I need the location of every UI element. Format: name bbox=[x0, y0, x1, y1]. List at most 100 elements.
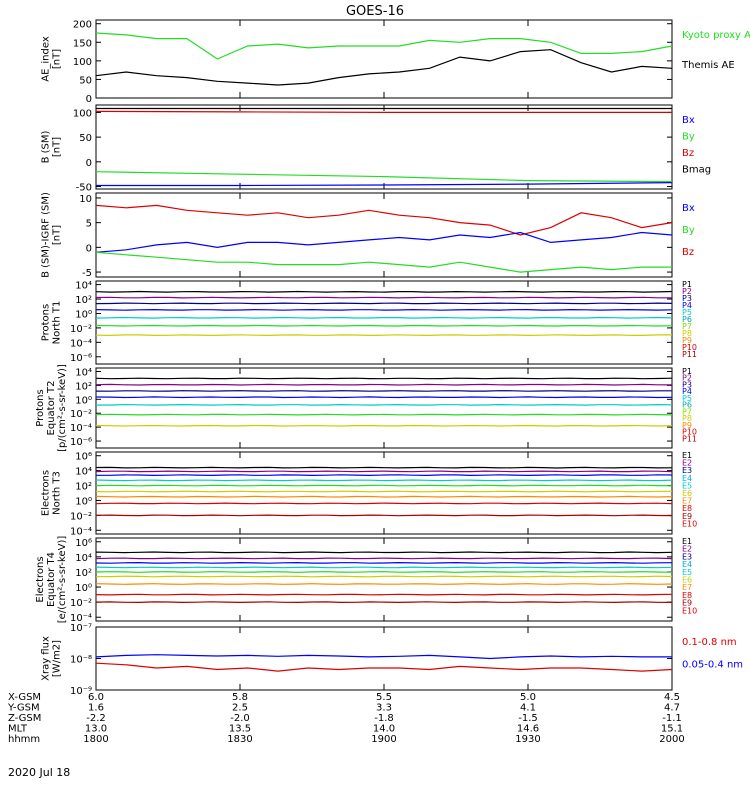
legend-entry: E2 bbox=[682, 459, 692, 468]
y-tick-label: 0 bbox=[86, 243, 92, 254]
y-axis-label: [W/m2] bbox=[52, 640, 63, 677]
y-tick-label: 10⁻² bbox=[70, 511, 92, 522]
series-line bbox=[95, 583, 673, 585]
y-axis-label: [nT] bbox=[52, 49, 63, 69]
footer-value: 14.6 bbox=[517, 724, 539, 735]
y-tick-label: 10⁻⁶ bbox=[70, 437, 92, 448]
y-tick-label: 150 bbox=[73, 38, 92, 49]
series-line bbox=[95, 324, 673, 327]
legend-entry: E7 bbox=[682, 583, 692, 592]
y-tick-label: 10⁻⁴ bbox=[70, 338, 92, 349]
legend-entry: P5 bbox=[682, 308, 692, 317]
y-axis-label: AE_index bbox=[41, 36, 52, 82]
y-tick-label: 10⁻² bbox=[70, 409, 92, 420]
legend-entry: By bbox=[682, 132, 695, 143]
legend-entry: E7 bbox=[682, 497, 692, 506]
series-line bbox=[95, 377, 673, 380]
y-tick-label: 100 bbox=[73, 108, 92, 119]
series-line bbox=[95, 557, 673, 560]
y-tick-label: 10² bbox=[75, 568, 92, 579]
footer-value: 14.0 bbox=[373, 724, 395, 735]
panel-frame bbox=[95, 626, 673, 691]
series-line bbox=[95, 334, 672, 337]
legend-entry: P7 bbox=[682, 322, 692, 331]
y-tick-label: 10 bbox=[79, 194, 92, 205]
legend-entry: P9 bbox=[682, 421, 692, 430]
legend-entry: Bz bbox=[682, 148, 694, 159]
panel-frame bbox=[95, 367, 673, 449]
panel-frame bbox=[95, 451, 673, 535]
footer-value: -2.2 bbox=[86, 713, 106, 724]
y-tick-label: 10⁻² bbox=[70, 598, 92, 609]
legend-entry: P9 bbox=[682, 336, 692, 345]
series-line bbox=[95, 403, 673, 406]
series-line bbox=[95, 32, 673, 60]
legend-entry: E8 bbox=[682, 591, 692, 600]
series-line bbox=[95, 308, 673, 311]
legend-entry: P8 bbox=[682, 414, 692, 423]
series-line bbox=[95, 470, 673, 473]
panel-4: 10⁴ 10² 10⁰ 10⁻² 10⁻⁴ 10⁻⁶ Protons North T1 P1P2… bbox=[41, 280, 697, 365]
footer-value: 5.0 bbox=[520, 692, 536, 703]
panel-frame bbox=[95, 192, 673, 278]
panel-frame bbox=[95, 537, 673, 622]
y-tick-label: 50 bbox=[79, 133, 92, 144]
y-axis-label: [nT] bbox=[52, 137, 63, 157]
legend-entry: P5 bbox=[682, 394, 692, 403]
footer-value: 13.5 bbox=[229, 724, 251, 735]
y-tick-label: 10⁴ bbox=[75, 467, 92, 478]
legend-entry: P10 bbox=[682, 343, 697, 352]
legend-entry: 0.1-0.8 nm bbox=[682, 637, 737, 648]
y-tick-label: 10⁶ bbox=[75, 538, 92, 549]
legend-entry: E5 bbox=[682, 568, 692, 577]
y-tick-label: 5 bbox=[86, 219, 92, 230]
y-tick-label: 0 bbox=[86, 158, 92, 169]
footer-value: 5.5 bbox=[376, 692, 392, 703]
y-tick-label: 10⁻⁶ bbox=[70, 353, 92, 364]
legend-entry: E4 bbox=[682, 474, 692, 483]
series-line bbox=[95, 662, 673, 672]
y-tick-label: 200 bbox=[73, 20, 92, 31]
footer-value: -1.5 bbox=[518, 713, 538, 724]
y-tick-label: 10⁻⁹ bbox=[70, 686, 92, 697]
panel-frame bbox=[95, 19, 673, 99]
series-line bbox=[96, 474, 673, 477]
footer-value: 1.6 bbox=[88, 703, 104, 714]
legend-entry: E9 bbox=[682, 599, 692, 608]
legend-entry: P2 bbox=[682, 287, 692, 296]
footer-value: 4.5 bbox=[664, 692, 680, 703]
legend-entry: E2 bbox=[682, 545, 692, 554]
y-tick-label: 10² bbox=[75, 295, 92, 306]
y-tick-label: 10⁰ bbox=[75, 309, 92, 320]
panel-8: 10⁻⁷ 10⁻⁸ 10⁻⁹ Xray flux [W/m2] 0.1-0.8 nm 0.0… bbox=[41, 623, 744, 697]
y-tick-label: 10² bbox=[75, 482, 92, 493]
y-tick-label: 10⁻⁴ bbox=[70, 423, 92, 434]
series-line bbox=[95, 479, 673, 482]
series-line bbox=[95, 484, 673, 487]
legend-entry: P10 bbox=[682, 428, 697, 437]
legend-entry: P6 bbox=[682, 315, 692, 324]
footer-value: -1.1 bbox=[662, 713, 682, 724]
legend-entry: P4 bbox=[682, 387, 692, 396]
series-line bbox=[95, 383, 673, 386]
legend-entry: Themis AE bbox=[681, 60, 735, 71]
y-axis-label: Protons bbox=[35, 389, 46, 426]
y-tick-label: 10² bbox=[75, 381, 92, 392]
series-line bbox=[95, 654, 672, 660]
y-tick-label: 0 bbox=[86, 94, 92, 105]
series-line bbox=[95, 231, 673, 253]
panel-2: -50 0 50 100 B (SM) [nT] Bx By Bz Bmag bbox=[41, 104, 711, 194]
series-line bbox=[95, 495, 673, 498]
legend-entry: P6 bbox=[682, 401, 692, 410]
series-line bbox=[95, 413, 673, 416]
y-axis-label: [nT] bbox=[52, 225, 63, 245]
panel-frame bbox=[95, 280, 673, 365]
legend-entry: Bz bbox=[682, 247, 694, 258]
ephemeris-footer: X-GSM 6.0 5.8 5.5 5.0 4.5 Y-GSM 1.6 2.5 3.3 4.1 4.7… bbox=[7, 692, 685, 745]
legend-entry: P2 bbox=[682, 374, 692, 383]
footer-value: 1800 bbox=[83, 734, 108, 745]
series-line bbox=[95, 302, 673, 305]
legend-entry: E1 bbox=[682, 537, 692, 546]
legend-entry: 0.05-0.4 nm bbox=[682, 660, 743, 671]
